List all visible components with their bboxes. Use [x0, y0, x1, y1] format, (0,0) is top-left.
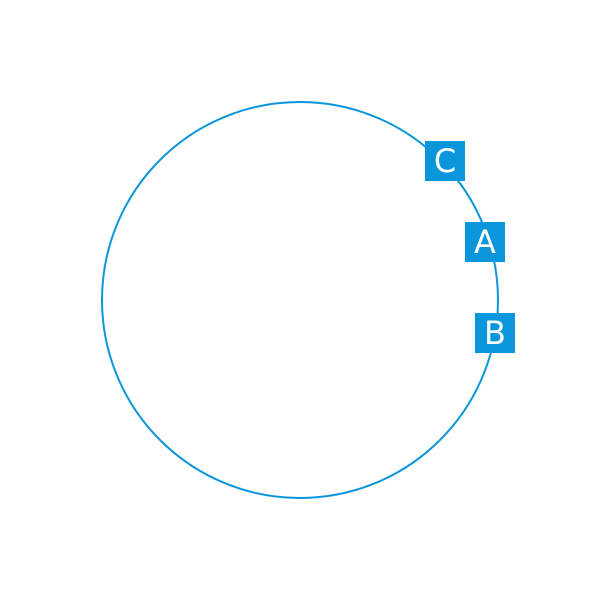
main-circle: [101, 101, 499, 499]
marker-c: C: [425, 141, 465, 181]
marker-b: B: [475, 313, 515, 353]
marker-b-box: [475, 313, 515, 353]
marker-c-label: C: [434, 142, 456, 180]
marker-b-label: B: [484, 314, 506, 352]
marker-c-box: [425, 141, 465, 181]
marker-a-box: [465, 222, 505, 262]
marker-a: A: [465, 222, 505, 262]
marker-a-label: A: [474, 223, 496, 261]
